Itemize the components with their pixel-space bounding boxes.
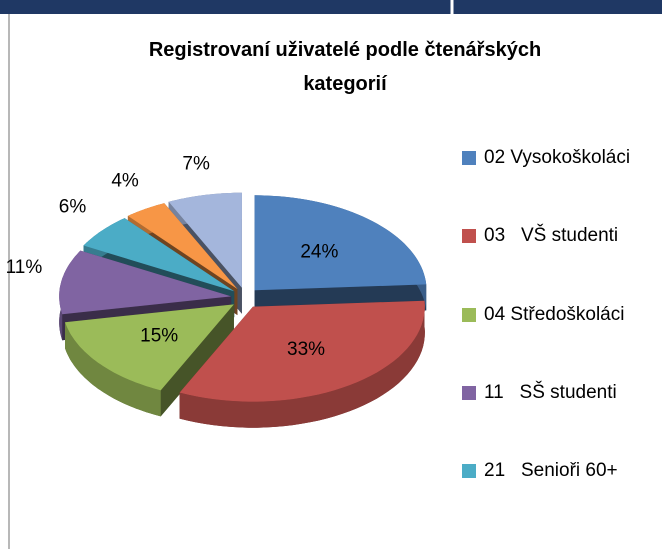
legend-item: 21 Senioři 60+ xyxy=(462,454,657,488)
data-label: 11% xyxy=(6,257,43,278)
legend-label: 02 Vysokoškoláci xyxy=(484,147,631,168)
data-label: 7% xyxy=(182,154,210,175)
slice xyxy=(127,203,238,290)
legend-item: 02 Vysokoškoláci xyxy=(462,141,657,175)
data-label: 24% xyxy=(300,241,338,262)
slice xyxy=(83,218,235,292)
slice xyxy=(168,192,242,288)
legend-item: 03 VŠ studenti xyxy=(462,219,657,253)
slice xyxy=(65,304,234,391)
legend-swatch xyxy=(462,151,476,165)
legend-swatch xyxy=(462,308,476,322)
legend-label: 03 VŠ studenti xyxy=(484,225,619,246)
header-bar xyxy=(0,0,662,14)
data-label: 4% xyxy=(111,170,139,191)
slice xyxy=(179,300,425,402)
slice-side xyxy=(179,300,425,428)
chart-title: Registrovaní uživatelé podle čtenářských… xyxy=(149,39,541,95)
legend-swatch xyxy=(462,229,476,243)
data-label: 33% xyxy=(287,339,325,360)
slice xyxy=(59,250,232,315)
legend-label: 21 Senioři 60+ xyxy=(484,460,618,481)
slice-side xyxy=(65,322,161,417)
slice xyxy=(254,195,427,291)
legend-swatch xyxy=(462,464,476,478)
legend-item: 11 SŠ studenti xyxy=(462,376,657,410)
data-label: 6% xyxy=(59,196,87,217)
data-label: 15% xyxy=(140,325,178,346)
legend-label: 04 Středoškoláci xyxy=(484,304,625,325)
legend-item: 04 Středoškoláci xyxy=(462,298,657,332)
legend-swatch xyxy=(462,386,476,400)
legend-label: 11 SŠ studenti xyxy=(484,382,617,403)
slice-edge xyxy=(160,304,234,417)
